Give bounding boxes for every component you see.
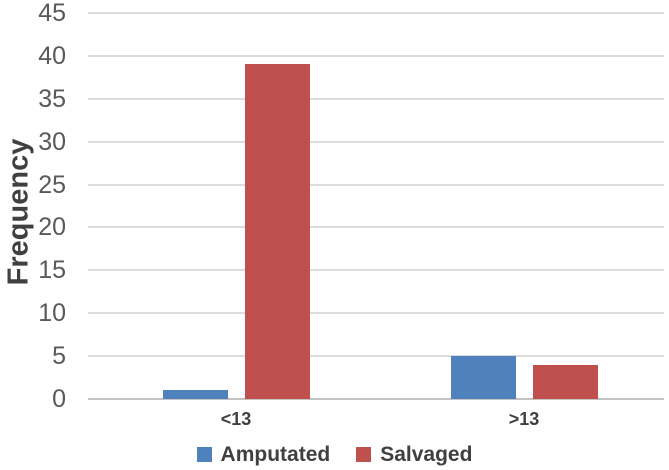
gridline xyxy=(88,140,664,143)
y-tick-label: 0 xyxy=(52,385,66,413)
gridline xyxy=(88,12,664,14)
gridline xyxy=(88,54,664,57)
x-axis-line xyxy=(88,398,664,400)
bar-amputated-gt13 xyxy=(450,356,516,399)
gridline xyxy=(88,312,664,315)
gridline xyxy=(88,355,664,358)
y-tick-label: 25 xyxy=(38,170,66,199)
gridline xyxy=(88,226,664,229)
y-tick-label: 30 xyxy=(38,127,66,156)
legend-swatch-salvaged xyxy=(356,447,372,462)
legend-label-salvaged: Salvaged xyxy=(380,443,473,466)
gridline xyxy=(88,97,664,100)
legend-label-amputated: Amputated xyxy=(220,443,331,466)
gridline xyxy=(88,183,664,186)
y-tick-label: 20 xyxy=(38,213,66,242)
y-tick-label: 40 xyxy=(38,41,66,70)
y-tick-label: 15 xyxy=(38,256,66,285)
x-tick-label-gt13: >13 xyxy=(508,409,540,429)
bar-salvaged-lt13 xyxy=(244,64,310,399)
y-tick-label: 35 xyxy=(38,84,66,113)
x-tick-label-lt13: <13 xyxy=(220,409,252,429)
legend: Amputated Salvaged xyxy=(0,442,669,467)
y-tick-label: 10 xyxy=(38,299,66,328)
y-tick-label: 45 xyxy=(38,0,66,27)
gridline xyxy=(88,269,664,272)
legend-swatch-amputated xyxy=(196,447,212,462)
bar-amputated-lt13 xyxy=(162,390,228,399)
legend-item-salvaged: Salvaged xyxy=(356,442,472,467)
bar-salvaged-gt13 xyxy=(532,364,598,399)
y-tick-label: 5 xyxy=(52,342,66,371)
legend-item-amputated: Amputated xyxy=(196,442,331,467)
